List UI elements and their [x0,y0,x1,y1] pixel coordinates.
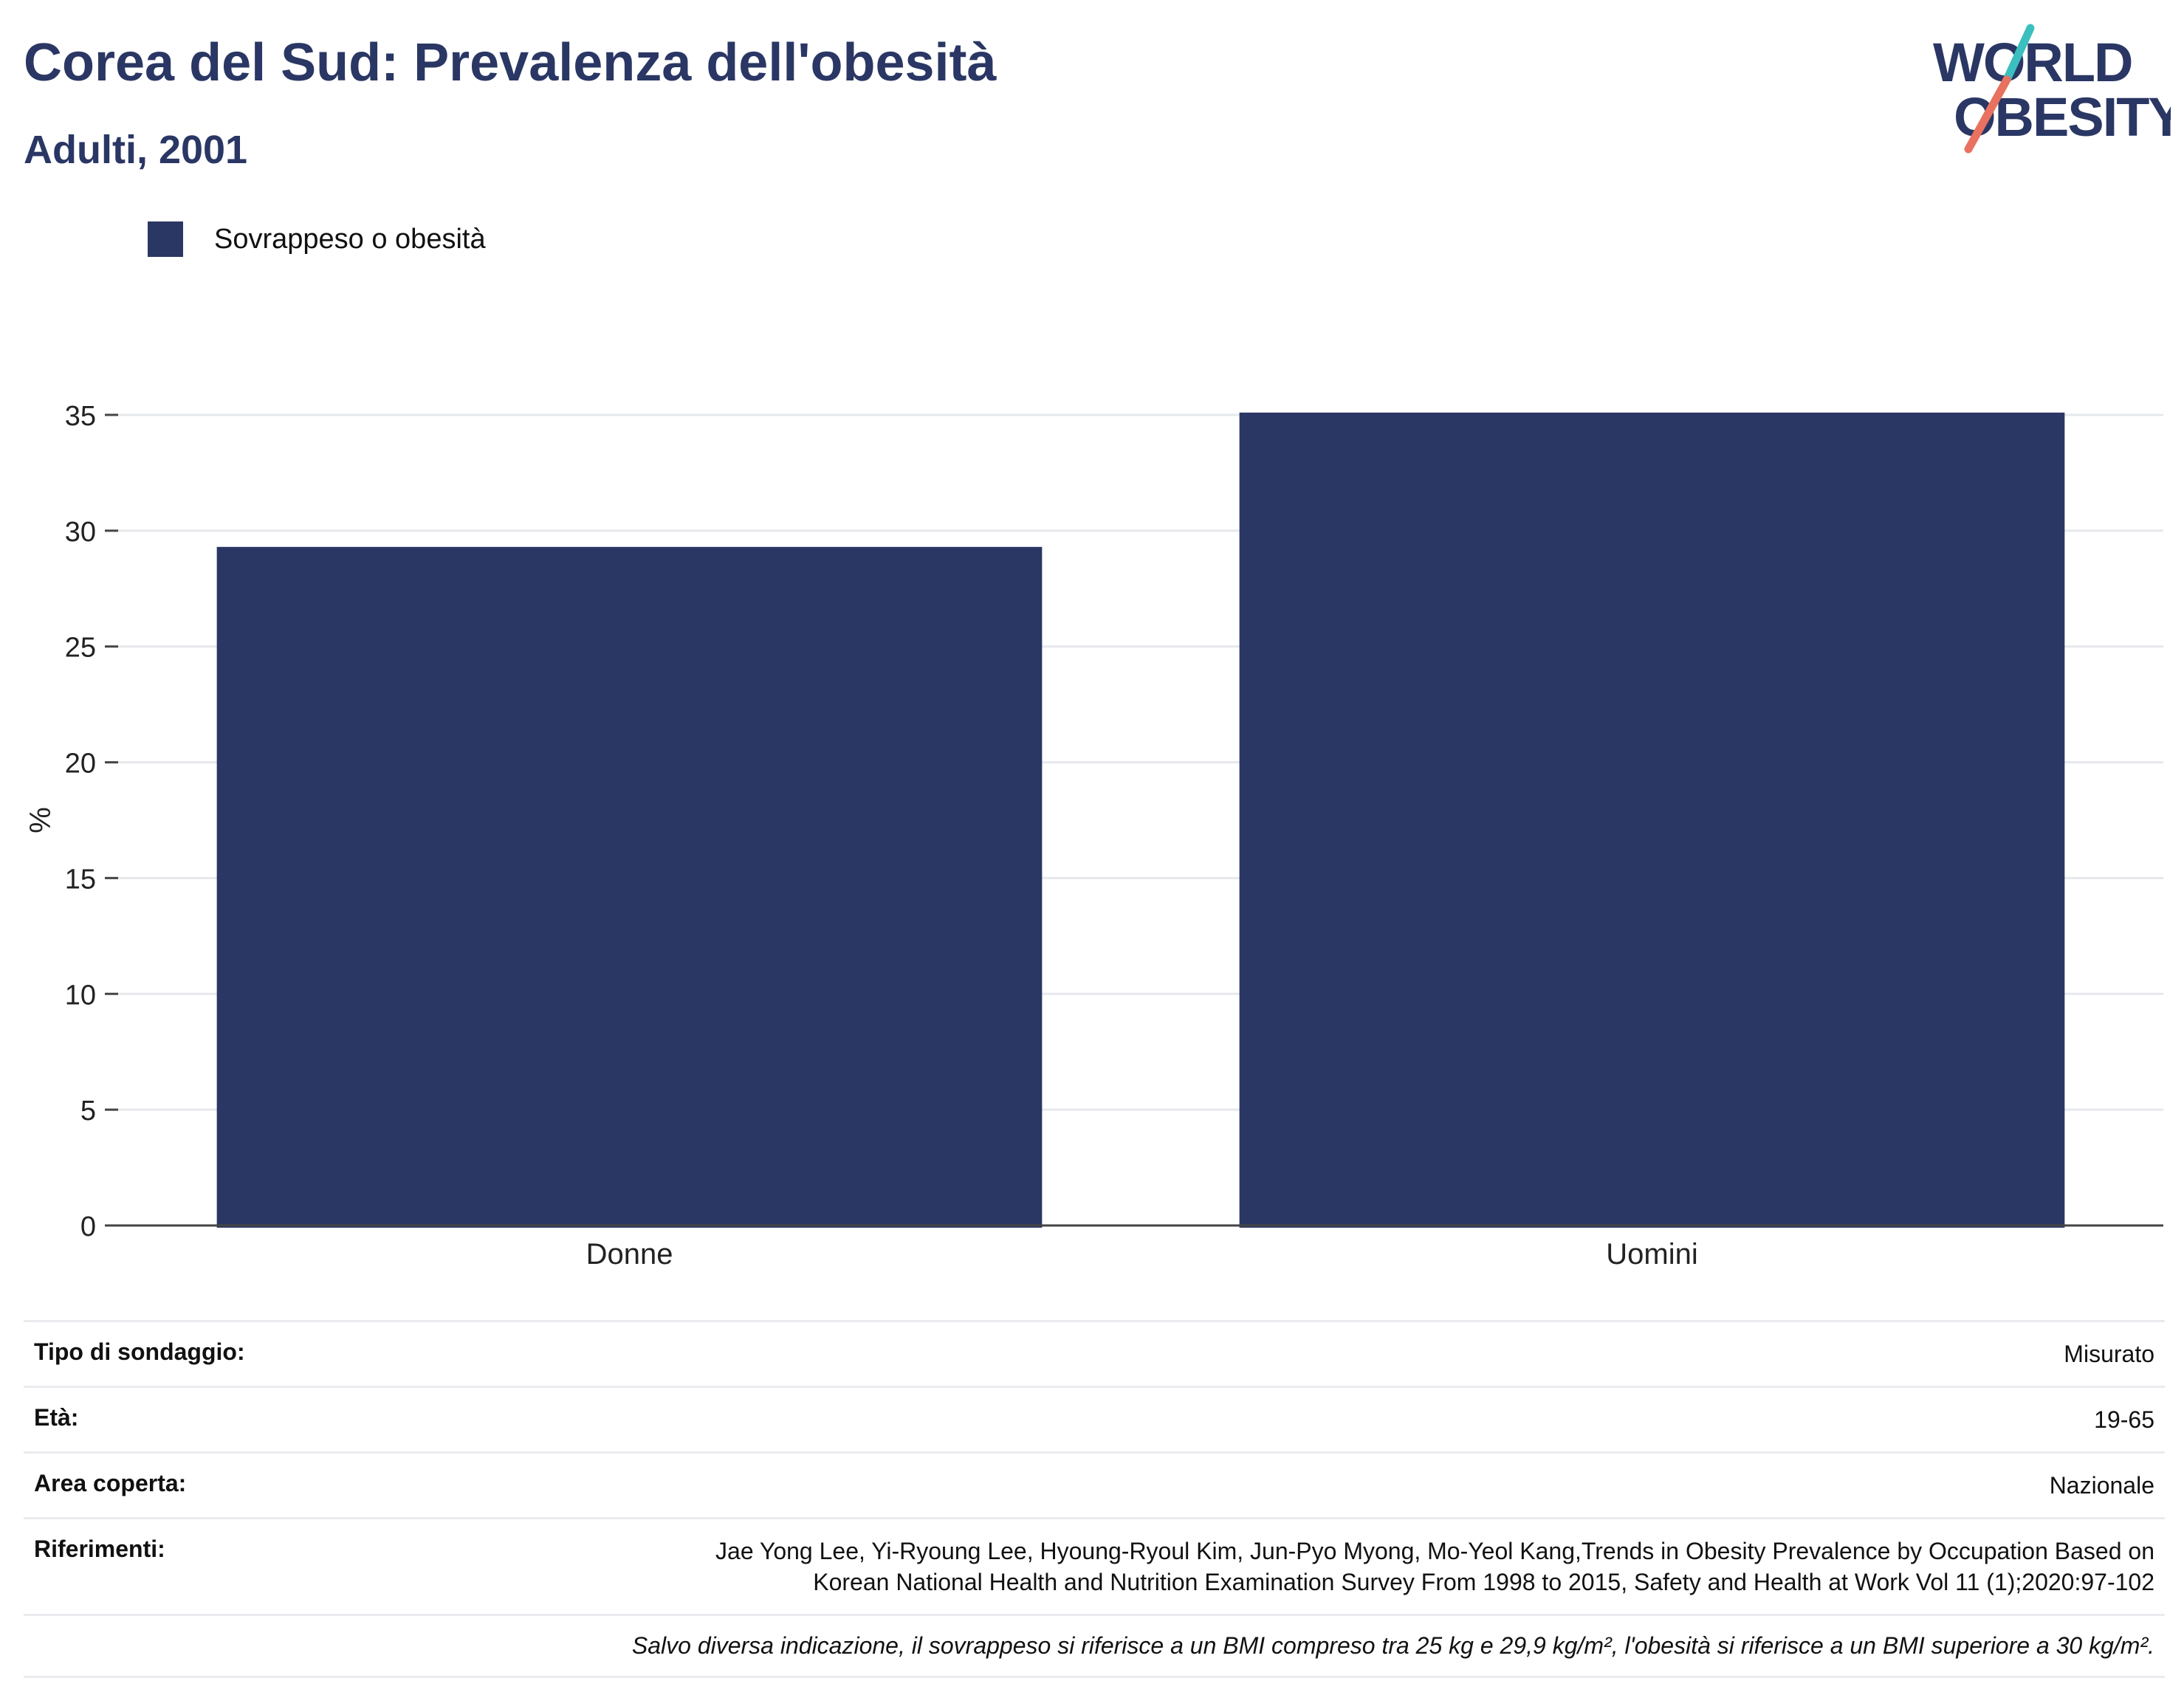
logo-stripe-teal [2002,24,2035,84]
info-label: Riferimenti: [24,1517,340,1615]
legend-label: Sovrappeso o obesità [214,223,486,255]
info-label: Età: [24,1386,340,1453]
legend: Sovrappeso o obesità [148,221,486,257]
y-tick-label: 10 [65,980,96,1011]
info-row-note: Salvo diversa indicazione, il sovrappeso… [24,1614,2165,1678]
y-tick-label: 25 [65,633,96,664]
bmi-note: Salvo diversa indicazione, il sovrappeso… [24,1614,2165,1678]
y-tick-label: 35 [65,401,96,432]
info-row-references: Riferimenti: Jae Yong Lee, Yi-Ryoung Lee… [24,1517,2165,1615]
reference-line: Jae Yong Lee, Yi-Ryoung Lee, Hyoung-Ryou… [715,1538,2154,1564]
info-label: Tipo di sondaggio: [24,1320,340,1387]
info-row-area: Area coperta: Nazionale [24,1451,2165,1519]
y-tick-label: 15 [65,864,96,895]
info-label: Area coperta: [24,1451,340,1519]
logo-stripe-coral [1964,75,2011,154]
y-tick-label: 0 [80,1211,96,1242]
y-tick-label: 30 [65,517,96,548]
x-tick-label: Donne [586,1238,673,1271]
reference-line: Korean National Health and Nutrition Exa… [813,1569,2154,1595]
info-value-references: Jae Yong Lee, Yi-Ryoung Lee, Hyoung-Ryou… [340,1517,2165,1615]
info-row-survey-type: Tipo di sondaggio: Misurato [24,1320,2165,1387]
logo-line-1: WORLD [1933,32,2132,93]
info-row-age: Età: 19-65 [24,1386,2165,1453]
y-tick-label: 5 [80,1096,96,1127]
y-axis-label: % [24,807,57,833]
info-value: Misurato [340,1320,2165,1387]
info-value: 19-65 [340,1386,2165,1453]
chart-title: Corea del Sud: Prevalenza dell'obesità [24,33,997,92]
x-tick-label: Uomini [1606,1238,1697,1271]
chart-subtitle: Adulti, 2001 [24,128,248,172]
info-table: Tipo di sondaggio: Misurato Età: 19-65 A… [24,1320,2165,1678]
world-obesity-logo: WORLD OBESITY [1933,24,2171,154]
bar-chart: 0 5 10 15 20 25 30 35 Donne Uomini% [24,401,2163,1271]
bar-donne [216,546,1043,1228]
y-tick-label: 20 [65,749,96,780]
legend-swatch [148,221,183,257]
bar-uomini [1239,412,2065,1228]
info-value: Nazionale [340,1451,2165,1519]
